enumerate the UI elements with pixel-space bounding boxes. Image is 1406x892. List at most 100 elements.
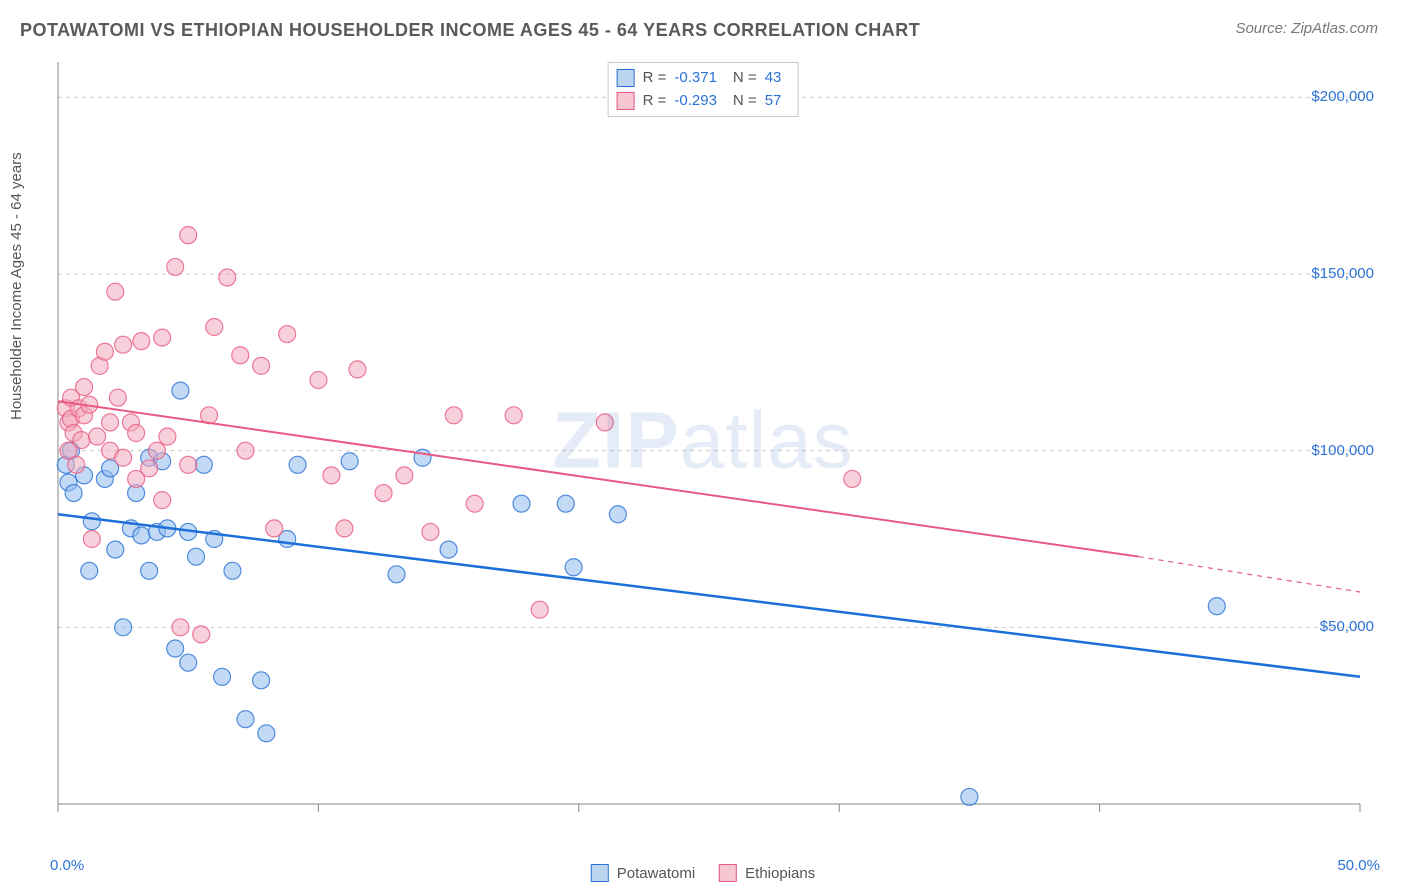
scatter-point [466,495,483,512]
y-tick-label: $100,000 [1311,442,1374,459]
scatter-point [224,562,241,579]
scatter-point [167,258,184,275]
legend-r-label: R = [643,90,667,113]
scatter-point [76,379,93,396]
scatter-point [73,432,90,449]
chart-area [46,58,1386,818]
scatter-point [83,513,100,530]
scatter-point [180,227,197,244]
scatter-point [219,269,236,286]
scatter-point [232,347,249,364]
y-tick-label: $150,000 [1311,265,1374,282]
scatter-point [193,626,210,643]
scatter-point [107,541,124,558]
scatter-point [115,619,132,636]
scatter-point [65,485,82,502]
scatter-point [396,467,413,484]
scatter-point [133,333,150,350]
scatter-point [513,495,530,512]
stats-legend-row: R = -0.293 N = 57 [617,90,790,113]
series-legend: Potawatomi Ethiopians [591,864,815,882]
scatter-point [180,456,197,473]
scatter-point [128,425,145,442]
scatter-point [214,668,231,685]
scatter-point [115,449,132,466]
scatter-point [596,414,613,431]
x-max-label: 50.0% [1337,857,1380,874]
scatter-point [96,343,113,360]
scatter-point [440,541,457,558]
legend-n-label: N = [733,90,757,113]
scatter-point [310,372,327,389]
scatter-point [81,562,98,579]
legend-n-label: N = [733,67,757,90]
scatter-point [206,319,223,336]
scatter-point [422,523,439,540]
legend-swatch [617,92,635,110]
scatter-point [109,389,126,406]
legend-r-label: R = [643,67,667,90]
scatter-point [609,506,626,523]
scatter-point [961,788,978,805]
legend-r-value: -0.371 [674,67,717,90]
series-legend-item: Potawatomi [591,864,695,882]
scatter-point [107,283,124,300]
scatter-point [266,520,283,537]
scatter-point [141,562,158,579]
scatter-point [253,672,270,689]
scatter-point [445,407,462,424]
y-tick-label: $200,000 [1311,88,1374,105]
trend-line-extrapolated [1139,557,1360,592]
scatter-point [258,725,275,742]
legend-swatch [617,69,635,87]
scatter-point [180,654,197,671]
scatter-point [167,640,184,657]
legend-n-value: 57 [765,90,782,113]
scatter-point [237,711,254,728]
scatter-point [565,559,582,576]
scatter-point [505,407,522,424]
legend-swatch [591,864,609,882]
legend-r-value: -0.293 [674,90,717,113]
scatter-point [154,492,171,509]
scatter-point [336,520,353,537]
y-tick-label: $50,000 [1320,618,1374,635]
scatter-point [141,460,158,477]
scatter-point [133,527,150,544]
scatter-point [375,485,392,502]
scatter-point [341,453,358,470]
scatter-point [289,456,306,473]
scatter-point [83,531,100,548]
y-axis-label: Householder Income Ages 45 - 64 years [8,152,25,420]
scatter-point [531,601,548,618]
scatter-point [148,442,165,459]
scatter-point [844,470,861,487]
scatter-point [188,548,205,565]
scatter-point [349,361,366,378]
series-legend-label: Ethiopians [745,865,815,882]
series-legend-item: Ethiopians [719,864,815,882]
scatter-point [557,495,574,512]
stats-legend-row: R = -0.371 N = 43 [617,67,790,90]
scatter-point [237,442,254,459]
stats-legend: R = -0.371 N = 43 R = -0.293 N = 57 [608,62,799,117]
legend-n-value: 43 [765,67,782,90]
scatter-chart-svg [46,58,1386,818]
scatter-point [172,382,189,399]
source-attribution: Source: ZipAtlas.com [1235,20,1378,37]
scatter-point [388,566,405,583]
scatter-point [89,428,106,445]
scatter-point [172,619,189,636]
scatter-point [154,329,171,346]
x-min-label: 0.0% [50,857,84,874]
scatter-point [195,456,212,473]
scatter-point [68,456,85,473]
chart-title: POTAWATOMI VS ETHIOPIAN HOUSEHOLDER INCO… [20,20,920,41]
scatter-point [1208,598,1225,615]
legend-swatch [719,864,737,882]
scatter-point [323,467,340,484]
trend-line [58,514,1360,677]
scatter-point [115,336,132,353]
scatter-point [279,326,296,343]
scatter-point [102,414,119,431]
